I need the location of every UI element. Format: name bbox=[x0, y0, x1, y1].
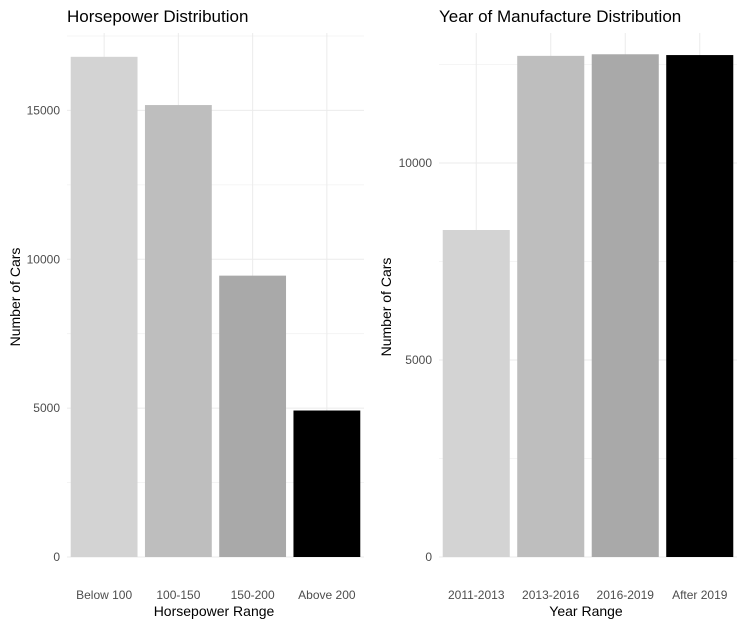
bar bbox=[666, 55, 734, 557]
chart-title: Year of Manufacture Distribution bbox=[439, 7, 681, 26]
x-axis-label: Year Range bbox=[549, 603, 623, 619]
x-tick-label: 100-150 bbox=[156, 588, 200, 602]
x-tick-label: After 2019 bbox=[672, 588, 728, 602]
x-tick-label: 2013-2016 bbox=[522, 588, 580, 602]
y-tick-label: 0 bbox=[425, 550, 432, 564]
year-chart-panel: Year of Manufacture Distribution Year Ra… bbox=[378, 7, 737, 619]
x-tick-label: 2016-2019 bbox=[597, 588, 655, 602]
x-axis-label: Horsepower Range bbox=[154, 603, 275, 619]
bar bbox=[70, 56, 138, 558]
bar bbox=[591, 54, 659, 558]
bar bbox=[219, 275, 287, 557]
x-tick-label: 150-200 bbox=[231, 588, 275, 602]
y-tick-label: 5000 bbox=[405, 353, 432, 367]
bar bbox=[517, 55, 585, 557]
y-axis-label: Number of Cars bbox=[7, 248, 23, 347]
x-tick-label: 2011-2013 bbox=[448, 588, 505, 602]
bar bbox=[293, 410, 361, 557]
horsepower-chart-panel: Horsepower Distribution Horsepower Range… bbox=[7, 7, 364, 619]
y-axis-label: Number of Cars bbox=[378, 258, 394, 357]
y-tick-label: 5000 bbox=[33, 401, 60, 415]
bar bbox=[442, 229, 510, 557]
y-tick-label: 10000 bbox=[399, 156, 433, 170]
chart-title: Horsepower Distribution bbox=[67, 7, 248, 26]
y-tick-label: 15000 bbox=[27, 103, 61, 117]
x-tick-label: Above 200 bbox=[298, 588, 356, 602]
y-tick-label: 10000 bbox=[27, 252, 61, 266]
y-tick-label: 0 bbox=[53, 550, 60, 564]
x-tick-label: Below 100 bbox=[76, 588, 132, 602]
bar bbox=[144, 105, 212, 558]
